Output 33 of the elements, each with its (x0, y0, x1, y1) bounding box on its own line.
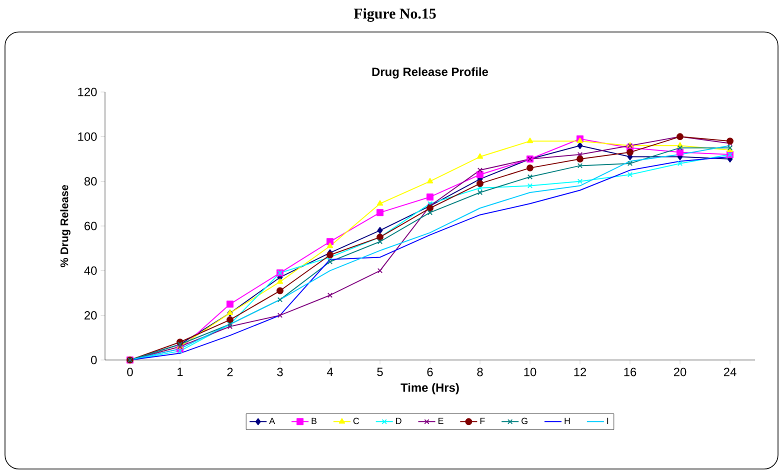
legend-label: F (480, 418, 485, 424)
x-axis-title: Time (Hrs) (400, 383, 459, 394)
legend-label: A (269, 418, 276, 424)
x-tick-label: 10 (524, 368, 536, 376)
x-tick-label: 2 (227, 368, 233, 376)
y-axis-title: % Drug Release (60, 184, 70, 268)
legend-label: G (522, 418, 528, 424)
x-tick-label: 24 (724, 368, 736, 376)
legend-label: B (312, 418, 317, 424)
x-tick-label: 12 (574, 368, 586, 376)
x-tick-label: 5 (377, 368, 383, 376)
y-tick-label: 40 (84, 266, 97, 275)
x-tick-label: 16 (624, 368, 636, 376)
legend-label: C (353, 418, 360, 424)
y-tick-label: 60 (84, 222, 97, 230)
legend-label: H (564, 418, 570, 424)
y-tick-label: 80 (84, 177, 97, 186)
x-tick-label: 0 (127, 368, 133, 376)
y-tick-label: 0 (91, 356, 97, 364)
x-tick-label: 4 (326, 368, 333, 376)
legend-label: D (396, 418, 402, 424)
x-tick-label: 1 (178, 368, 183, 376)
x-tick-label: 6 (427, 368, 433, 376)
chart-subtitle: Drug Release Profile (372, 67, 488, 79)
legend-label: I (607, 418, 608, 424)
x-tick-label: 20 (674, 368, 686, 376)
y-tick-label: 120 (78, 88, 97, 96)
y-tick-label: 100 (78, 132, 97, 141)
chart-title: Figure No.15 (354, 8, 436, 22)
y-tick-label: 20 (84, 311, 97, 320)
x-tick-label: 3 (277, 368, 283, 376)
x-tick-label: 8 (477, 368, 483, 376)
legend-label: E (438, 418, 444, 424)
